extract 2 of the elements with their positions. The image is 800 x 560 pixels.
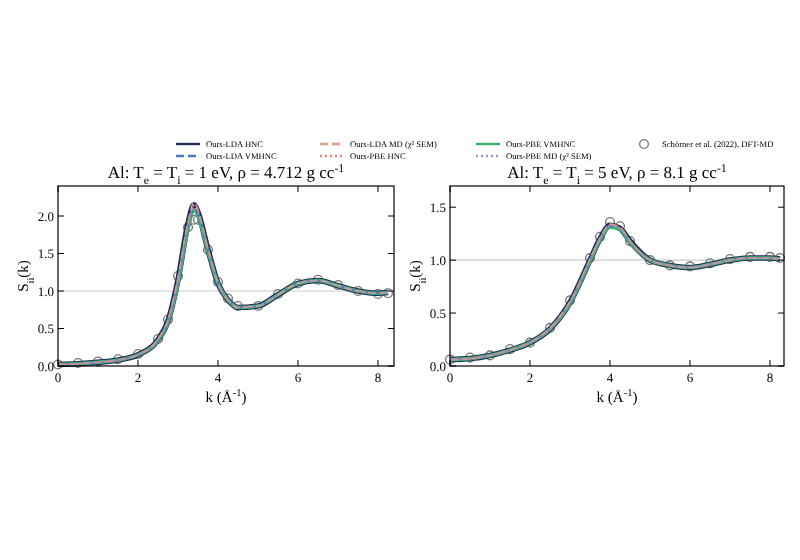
chart-title: Al: T$_{e}$ = T$_{i}$ = 1 eV, ρ = 4.712 g cc$^{-1}$: [107, 162, 345, 188]
chart-title: Al: T$_{e}$ = T$_{i}$ = 5 eV, ρ = 8.1 g cc$^{-1}$: [507, 162, 727, 188]
